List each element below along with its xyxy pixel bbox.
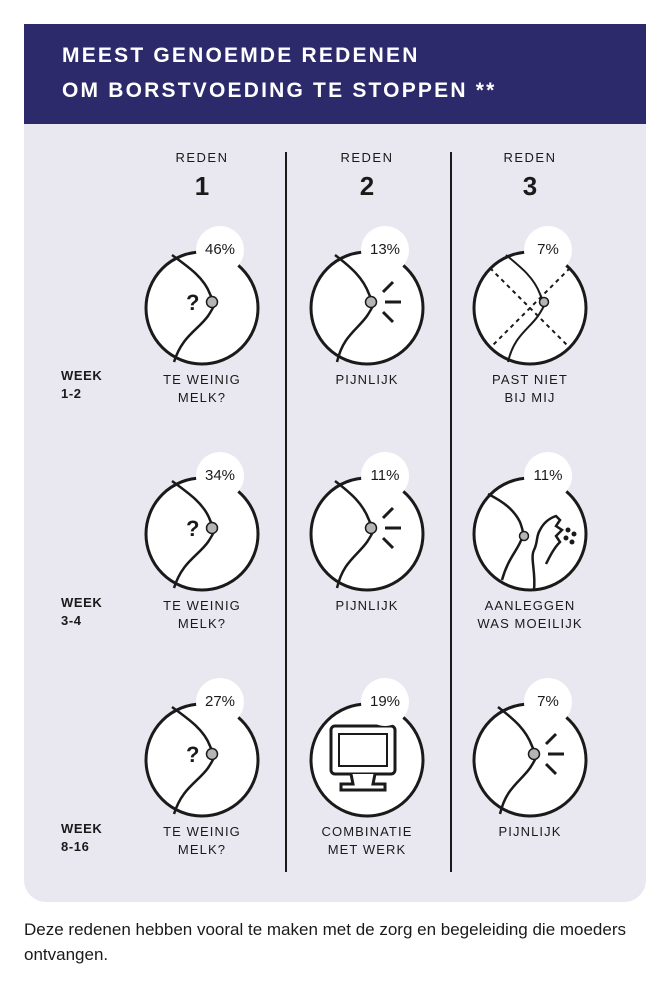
caption-line: TE WEINIG <box>163 372 241 387</box>
week-range: 1-2 <box>61 386 82 401</box>
reason-caption: TE WEINIG MELK? <box>122 823 282 859</box>
breast-question-icon: ? <box>144 702 260 818</box>
week-word: WEEK <box>61 368 103 383</box>
column-header-3: REDEN 3 <box>470 150 590 202</box>
caption-line: MELK? <box>177 616 227 631</box>
svg-text:?: ? <box>186 516 199 541</box>
column-label: REDEN <box>175 150 229 165</box>
column-divider <box>285 152 287 872</box>
column-number: 3 <box>522 171 538 201</box>
caption-line: MET WERK <box>327 842 407 857</box>
column-label: REDEN <box>340 150 394 165</box>
caption-line: AANLEGGEN <box>484 598 576 613</box>
reason-cell: ? 34% TE WEINIG MELK? <box>132 452 272 654</box>
caption-line: TE WEINIG <box>163 824 241 839</box>
reason-cell: ? 46% TE WEINIG MELK? <box>132 226 272 428</box>
week-range: 3-4 <box>61 613 82 628</box>
percent-badge: 46% <box>196 226 244 274</box>
caption-line: PAST NIET <box>492 372 568 387</box>
week-label-1: WEEK 1-2 <box>61 367 102 403</box>
percent-badge: 7% <box>524 226 572 274</box>
reason-caption: PAST NIET BIJ MIJ <box>450 371 610 407</box>
percent-badge: 34% <box>196 452 244 500</box>
column-divider <box>450 152 452 872</box>
week-word: WEEK <box>61 821 103 836</box>
reason-caption: TE WEINIG MELK? <box>122 371 282 407</box>
column-number: 1 <box>194 171 210 201</box>
caption-line: PIJNLIJK <box>335 598 399 613</box>
reason-cell: 19% COMBINATIE MET WERK <box>297 678 437 880</box>
percent-badge: 19% <box>361 678 409 726</box>
reason-caption: PIJNLIJK <box>287 371 447 389</box>
svg-text:?: ? <box>186 290 199 315</box>
percent-badge: 11% <box>361 452 409 500</box>
reason-caption: TE WEINIG MELK? <box>122 597 282 633</box>
week-word: WEEK <box>61 595 103 610</box>
caption-line: WAS MOEILIJK <box>477 616 583 631</box>
footer-note: Deze redenen hebben vooral te maken met … <box>24 920 627 964</box>
percent-badge: 27% <box>196 678 244 726</box>
caption-line: PIJNLIJK <box>335 372 399 387</box>
caption-line: BIJ MIJ <box>504 390 556 405</box>
percent-badge: 7% <box>524 678 572 726</box>
caption-line: MELK? <box>177 842 227 857</box>
percent-badge: 11% <box>524 452 572 500</box>
reason-caption: PIJNLIJK <box>450 823 610 841</box>
breast-pain-icon <box>309 250 425 366</box>
title-line-1: MEEST GENOEMDE REDENEN <box>62 44 420 67</box>
title-banner: MEEST GENOEMDE REDENEN OM BORSTVOEDING T… <box>24 24 646 124</box>
reason-cell: 7% PIJNLIJK <box>460 678 600 880</box>
baby-latching-icon <box>472 476 588 592</box>
reason-caption: AANLEGGEN WAS MOEILIJK <box>450 597 610 633</box>
title-line-2: OM BORSTVOEDING TE STOPPEN ** <box>62 79 497 102</box>
caption-line: COMBINATIE <box>321 824 413 839</box>
caption-line: TE WEINIG <box>163 598 241 613</box>
caption-line: MELK? <box>177 390 227 405</box>
column-number: 2 <box>359 171 375 201</box>
svg-text:?: ? <box>186 742 199 767</box>
caption-line: PIJNLIJK <box>498 824 562 839</box>
reason-cell: 7% PAST NIET BIJ MIJ <box>460 226 600 428</box>
reason-cell: 11% AANLEGGEN WAS MOEILIJK <box>460 452 600 654</box>
reason-caption: COMBINATIE MET WERK <box>287 823 447 859</box>
percent-badge: 13% <box>361 226 409 274</box>
week-label-3: WEEK 8-16 <box>61 820 102 856</box>
reason-cell: ? 27% TE WEINIG MELK? <box>132 678 272 880</box>
column-header-1: REDEN 1 <box>142 150 262 202</box>
reason-caption: PIJNLIJK <box>287 597 447 615</box>
week-label-2: WEEK 3-4 <box>61 594 102 630</box>
reason-cell: 11% PIJNLIJK <box>297 452 437 654</box>
reason-cell: 13% PIJNLIJK <box>297 226 437 428</box>
week-range: 8-16 <box>61 839 90 854</box>
column-label: REDEN <box>503 150 557 165</box>
column-header-2: REDEN 2 <box>307 150 427 202</box>
